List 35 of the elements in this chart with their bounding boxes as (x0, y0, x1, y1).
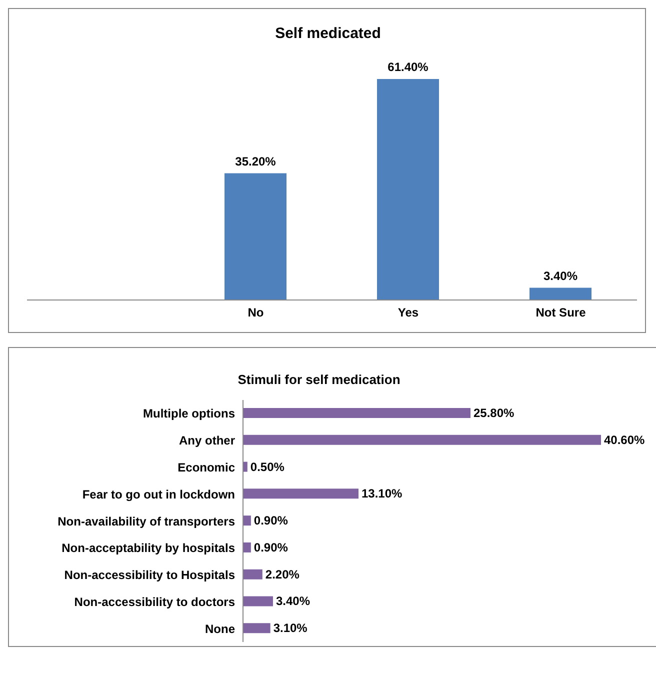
bar (243, 488, 359, 499)
data-label: 13.10% (362, 486, 403, 501)
bar (243, 623, 270, 634)
x-tick-label: No (248, 306, 264, 320)
y-tick-label: None (205, 622, 236, 636)
y-tick-label: Non-accessibility to Hospitals (64, 568, 236, 582)
bar (243, 569, 262, 580)
bar (243, 542, 251, 552)
bar (243, 434, 601, 445)
y-tick-label: Economic (178, 460, 236, 474)
data-label: 40.60% (604, 432, 646, 447)
data-label: 35.20% (235, 154, 276, 168)
data-label: 3.40% (543, 268, 578, 283)
y-tick-label: Non-availability of transporters (58, 514, 236, 528)
bar (243, 516, 251, 526)
chart-title: Stimuli for self medication (236, 372, 402, 387)
y-tick-label: Non-acceptability by hospitals (62, 541, 236, 556)
y-tick-label: Fear to go out in lockdown (82, 487, 235, 502)
data-label: 0.90% (254, 540, 288, 554)
x-tick-label: Not Sure (536, 306, 586, 320)
x-tick-label: Yes (398, 306, 419, 320)
y-tick-label: Multiple options (143, 406, 236, 421)
data-label: 0.90% (254, 514, 288, 528)
y-tick-label: Non-accessibility to doctors (74, 594, 236, 609)
data-label: 25.80% (474, 406, 515, 420)
data-label: 2.20% (265, 567, 300, 582)
chart-title: Self medicated (274, 25, 382, 42)
data-label: 0.50% (250, 460, 285, 474)
data-label: 61.40% (388, 60, 429, 74)
bar (243, 596, 273, 606)
y-tick-label: Any other (178, 434, 236, 448)
bar (243, 462, 248, 472)
data-label: 3.40% (276, 594, 310, 608)
data-label: 3.10% (273, 621, 308, 636)
bar (243, 408, 470, 418)
